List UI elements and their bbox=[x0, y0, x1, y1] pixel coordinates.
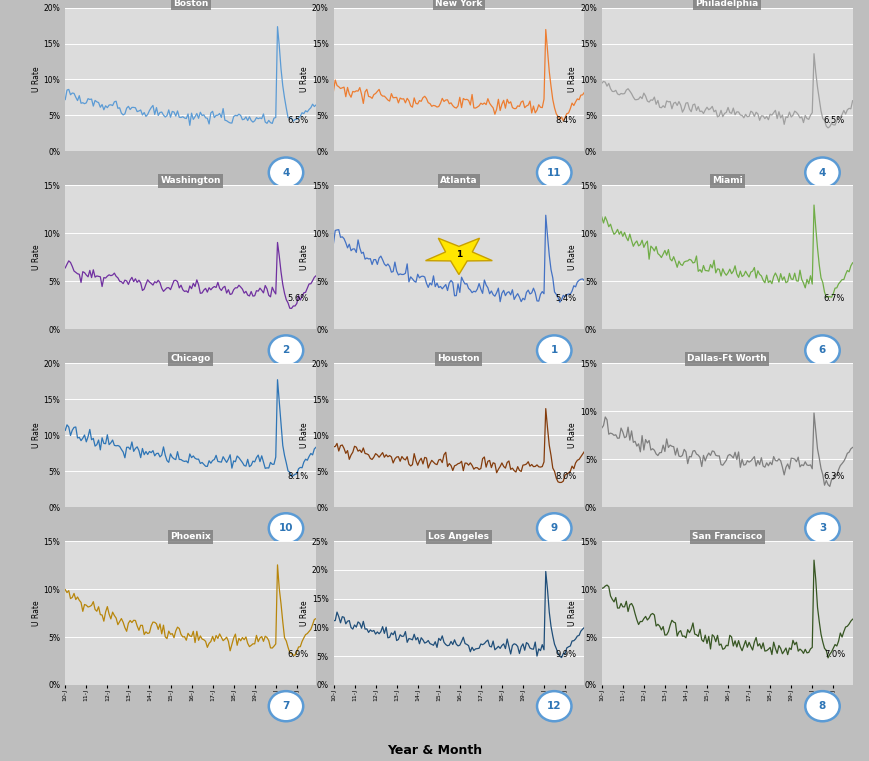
Circle shape bbox=[536, 513, 571, 543]
Text: Year & Month: Year & Month bbox=[387, 744, 482, 757]
Text: 5.6%: 5.6% bbox=[287, 295, 308, 304]
Text: 6.7%: 6.7% bbox=[823, 295, 844, 304]
Circle shape bbox=[805, 336, 839, 365]
Circle shape bbox=[269, 336, 303, 365]
Text: Philadelphia: Philadelphia bbox=[694, 0, 758, 8]
Y-axis label: U Rate: U Rate bbox=[32, 67, 41, 92]
Circle shape bbox=[536, 336, 571, 365]
Text: Miami: Miami bbox=[711, 177, 742, 186]
Text: 4: 4 bbox=[818, 167, 826, 177]
Y-axis label: U Rate: U Rate bbox=[32, 422, 41, 448]
Y-axis label: U Rate: U Rate bbox=[567, 244, 577, 270]
Circle shape bbox=[805, 691, 839, 721]
Text: 6.5%: 6.5% bbox=[287, 116, 308, 126]
Text: 6.5%: 6.5% bbox=[823, 116, 844, 126]
Y-axis label: U Rate: U Rate bbox=[567, 422, 577, 448]
Text: 8.1%: 8.1% bbox=[287, 472, 308, 481]
Text: Boston: Boston bbox=[173, 0, 208, 8]
Circle shape bbox=[269, 513, 303, 543]
Text: New York: New York bbox=[434, 0, 482, 8]
Y-axis label: U Rate: U Rate bbox=[567, 600, 577, 626]
Text: 3: 3 bbox=[818, 524, 826, 533]
Text: 12: 12 bbox=[547, 701, 561, 712]
Text: 9: 9 bbox=[550, 524, 557, 533]
Text: Chicago: Chicago bbox=[170, 355, 210, 364]
Text: 2: 2 bbox=[282, 345, 289, 355]
Text: San Francisco: San Francisco bbox=[691, 532, 761, 541]
Y-axis label: U Rate: U Rate bbox=[300, 422, 308, 448]
Text: 7.0%: 7.0% bbox=[823, 650, 844, 659]
Y-axis label: U Rate: U Rate bbox=[32, 600, 41, 626]
Text: Houston: Houston bbox=[437, 355, 480, 364]
Circle shape bbox=[269, 691, 303, 721]
Text: 4: 4 bbox=[282, 167, 289, 177]
Text: 8: 8 bbox=[818, 701, 826, 712]
Y-axis label: U Rate: U Rate bbox=[300, 244, 308, 270]
Text: Dallas-Ft Worth: Dallas-Ft Worth bbox=[687, 355, 766, 364]
Text: 7: 7 bbox=[282, 701, 289, 712]
Text: 5.4%: 5.4% bbox=[555, 295, 576, 304]
Text: 1: 1 bbox=[550, 345, 557, 355]
Text: 6.9%: 6.9% bbox=[287, 650, 308, 659]
Text: 6: 6 bbox=[818, 345, 826, 355]
Polygon shape bbox=[425, 238, 492, 275]
Text: Washington: Washington bbox=[160, 177, 221, 186]
Y-axis label: U Rate: U Rate bbox=[300, 600, 308, 626]
Text: Phoenix: Phoenix bbox=[170, 532, 211, 541]
Circle shape bbox=[536, 691, 571, 721]
Y-axis label: U Rate: U Rate bbox=[32, 244, 41, 270]
Text: 1: 1 bbox=[455, 250, 461, 259]
Text: 11: 11 bbox=[547, 167, 561, 177]
Circle shape bbox=[536, 158, 571, 188]
Text: Los Angeles: Los Angeles bbox=[428, 532, 489, 541]
Text: 8.0%: 8.0% bbox=[555, 472, 576, 481]
Circle shape bbox=[805, 158, 839, 188]
Text: 10: 10 bbox=[278, 524, 293, 533]
Circle shape bbox=[269, 158, 303, 188]
Text: 6.3%: 6.3% bbox=[823, 472, 844, 481]
Text: 9.9%: 9.9% bbox=[555, 650, 576, 659]
Text: 8.4%: 8.4% bbox=[555, 116, 576, 126]
Y-axis label: U Rate: U Rate bbox=[567, 67, 577, 92]
Circle shape bbox=[805, 513, 839, 543]
Text: Atlanta: Atlanta bbox=[440, 177, 477, 186]
Y-axis label: U Rate: U Rate bbox=[300, 67, 308, 92]
